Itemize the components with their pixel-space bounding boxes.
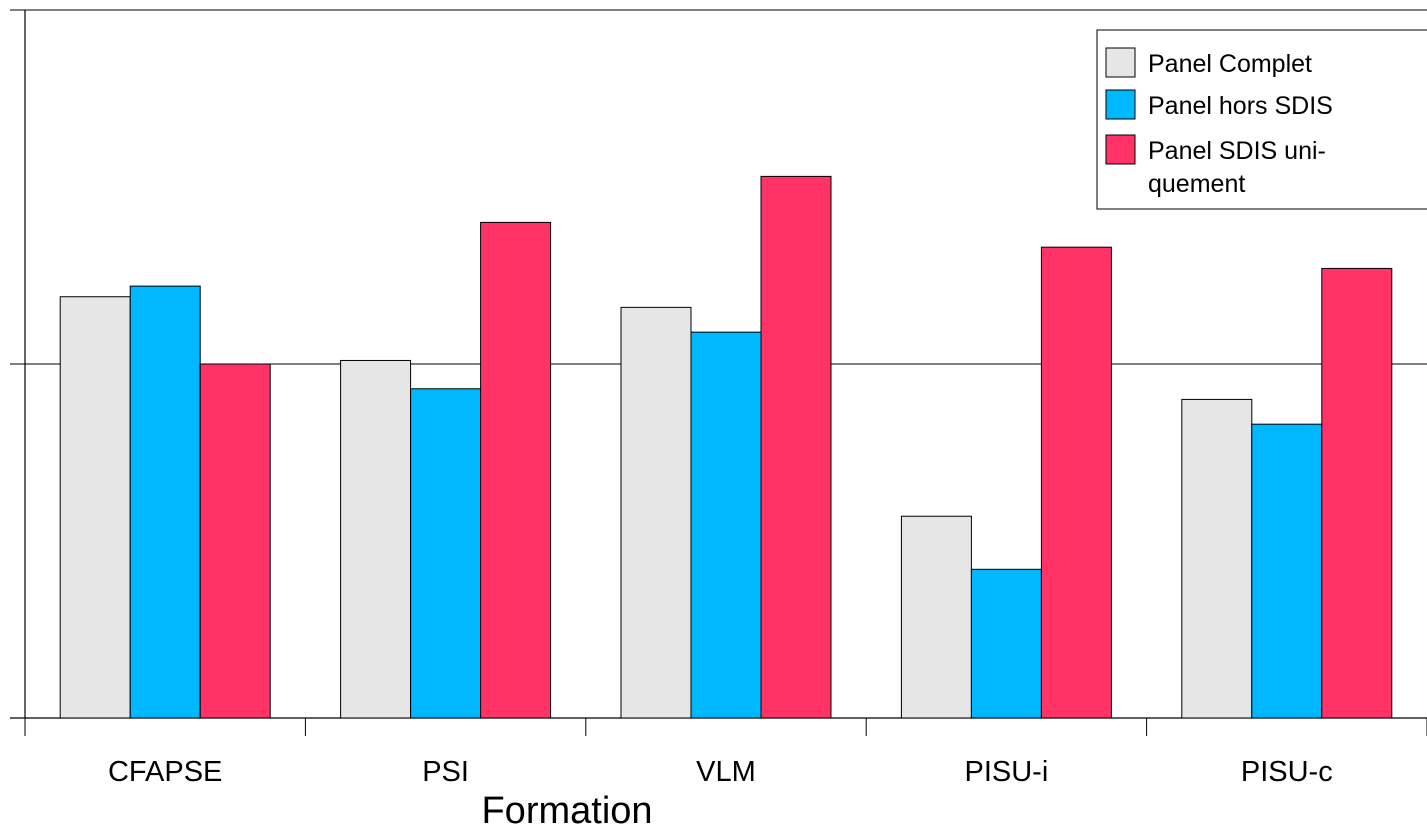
bar-pisu-c-series-1 — [1181, 398, 1253, 719]
x-ticks — [24, 718, 1427, 736]
x-tick-label: VLM — [696, 756, 756, 788]
x-tick-label: PSI — [422, 756, 469, 788]
legend-label: quement — [1148, 170, 1245, 198]
x-tick-label: CFAPSE — [108, 756, 222, 788]
bar-psi-series-3 — [480, 221, 552, 719]
bar-cfapse-series-2 — [129, 285, 201, 719]
bar-cfapse-series-3 — [199, 363, 271, 719]
bar-psi-series-2 — [410, 388, 482, 719]
bar-vlm-series-1 — [620, 306, 692, 719]
bar-psi-series-1 — [340, 359, 412, 719]
legend-label: Panel Complet — [1148, 50, 1312, 78]
bar-pisu-c-series-2 — [1251, 423, 1323, 719]
legend-box — [1096, 29, 1427, 210]
legend-label: Panel SDIS uni- — [1148, 137, 1326, 165]
x-axis-title: Formation — [481, 790, 652, 828]
legend-label: Panel hors SDIS — [1148, 92, 1333, 120]
bar-pisu-i-series-2 — [970, 568, 1042, 719]
legend-swatch — [1105, 47, 1136, 78]
legend-items: Panel Complet Panel hors SDIS Panel SDIS u… — [1105, 47, 1333, 198]
bar-vlm-series-2 — [690, 331, 762, 719]
bars — [59, 175, 1393, 719]
bar-vlm-series-3 — [760, 175, 832, 719]
x-tick-labels: CFAPSE PSI VLM PISU-i PISU-c — [108, 756, 1333, 788]
bar-pisu-c-series-3 — [1321, 267, 1393, 719]
bar-pisu-i-series-1 — [900, 515, 972, 719]
legend: Panel Complet Panel hors SDIS Panel SDIS u… — [1096, 29, 1427, 210]
x-tick-label: PISU-i — [965, 756, 1049, 788]
x-tick-label: PISU-c — [1241, 756, 1333, 788]
bar-cfapse-series-1 — [59, 296, 131, 719]
legend-swatch — [1105, 134, 1136, 165]
bar-pisu-i-series-3 — [1040, 246, 1112, 719]
legend-swatch — [1105, 89, 1136, 120]
